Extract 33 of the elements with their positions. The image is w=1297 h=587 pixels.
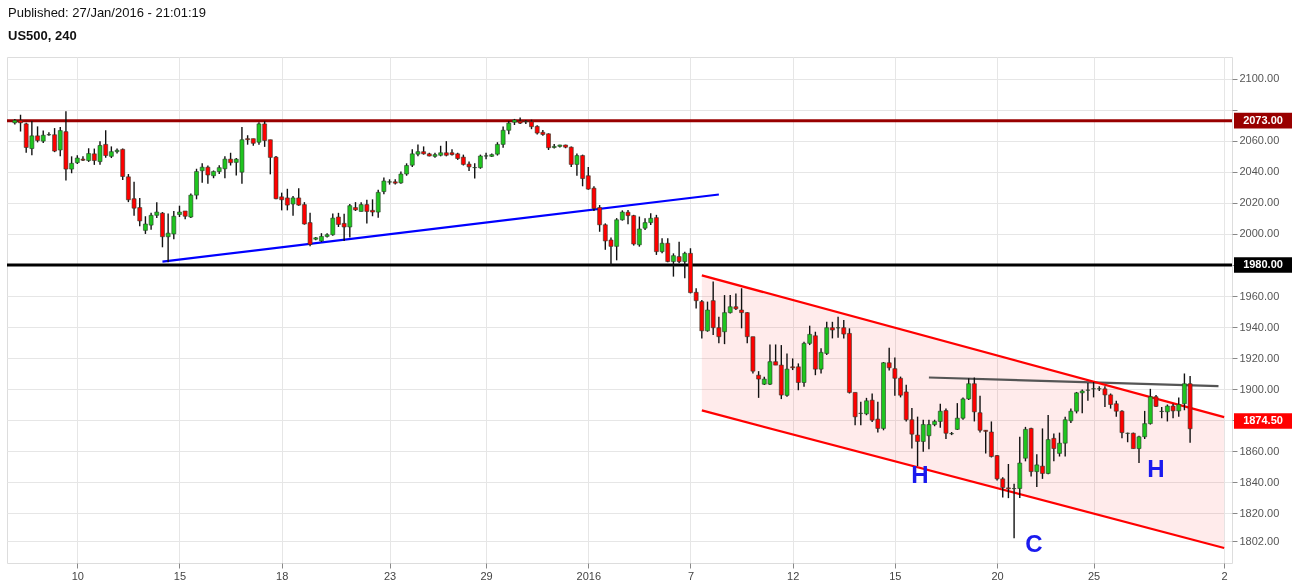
x-tick-label: 29 (480, 569, 493, 582)
annotation: H (911, 461, 929, 488)
text: Published: 27/Jan/2016 - 21:01:19 (8, 5, 207, 20)
ref-line-label: 2073.00 (1243, 113, 1283, 126)
y-tick-label: 2020.00 (1239, 196, 1280, 209)
y-tick-label: 2000.00 (1239, 227, 1280, 240)
y-tick-label: 1920.00 (1239, 351, 1280, 364)
x-tick-label: 23 (383, 569, 397, 582)
y-tick-label: 1900.00 (1239, 382, 1280, 395)
x-tick-label: 7 (687, 569, 695, 582)
x-tick-label: 10 (71, 569, 84, 582)
text: 1874.50 (1243, 414, 1283, 426)
annotation: C (1025, 530, 1043, 557)
y-tick-label: 1960.00 (1239, 289, 1280, 302)
y-tick-label: 1940.00 (1239, 320, 1280, 333)
y-tick-label: 1840.00 (1239, 475, 1280, 488)
chart-title: US500, 240 (8, 28, 77, 43)
ref-line-label: 1980.00 (1243, 257, 1283, 270)
y-tick-label: 2100.00 (1239, 72, 1280, 85)
x-tick-label: 20 (991, 569, 1004, 582)
y-tick-label: 1820.00 (1239, 506, 1280, 519)
y-tick-label: 1802.00 (1239, 534, 1280, 547)
x-tick-label: 12 (787, 569, 800, 582)
annotation: H (1147, 455, 1165, 482)
y-tick-label: 2060.00 (1239, 134, 1280, 147)
x-tick-label: 25 (1087, 569, 1101, 582)
y-tick-label: 1860.00 (1239, 444, 1280, 457)
y-tick-label: 2040.00 (1239, 165, 1280, 178)
x-tick-label: 15 (889, 569, 902, 582)
x-tick-label: 2 (1221, 569, 1228, 582)
x-tick-label: 18 (276, 569, 289, 582)
x-tick-label: 15 (173, 569, 187, 582)
x-tick-label: 2016 (576, 569, 602, 582)
